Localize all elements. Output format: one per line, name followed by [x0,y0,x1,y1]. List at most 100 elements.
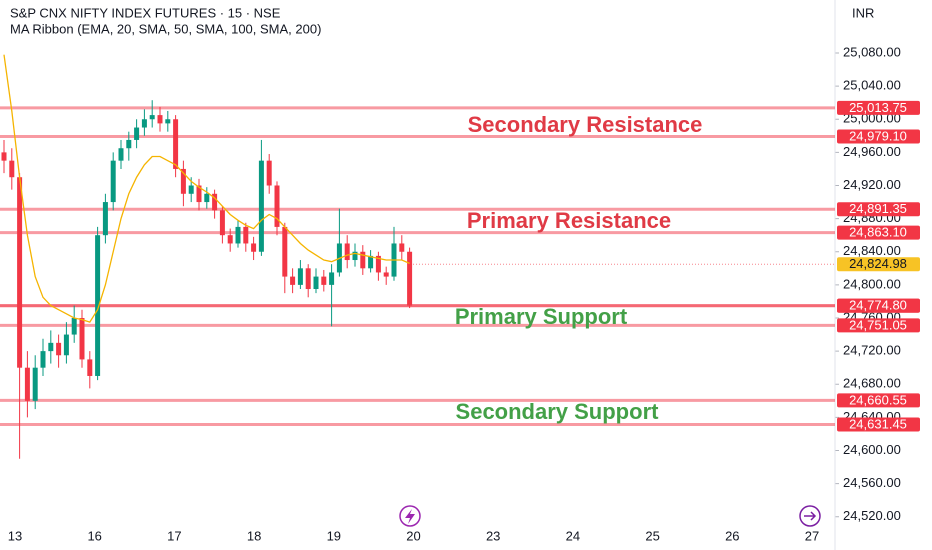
level-label: 24,774.80 [849,298,907,313]
level-label-box [837,417,920,432]
candle-body [118,148,124,161]
level-label: 25,013.75 [849,100,907,115]
level-label: 24,660.55 [849,392,907,407]
candle-body [243,226,249,244]
level-label: 24,631.45 [849,416,907,431]
x-tick-label: 25 [645,528,659,543]
candle-body [274,185,280,227]
level-label-box [837,298,920,313]
level-label-box [837,225,920,240]
annotation: Secondary Resistance [468,112,703,137]
candle-body [24,367,30,401]
level-label-box [837,100,920,115]
x-tick-label: 18 [247,528,261,543]
candle-body [321,276,327,285]
x-tick-label: 17 [167,528,181,543]
candle-body [383,272,389,277]
candle-body [227,235,233,244]
icon-glyph [804,511,817,521]
candle-body [360,251,366,269]
level-label-box [837,318,920,333]
candle-body [134,127,140,140]
y-tick-label: 24,680.00 [843,376,901,391]
x-tick-label: 26 [725,528,739,543]
candle-body [63,334,69,356]
candle-body [204,193,210,203]
candle-body [251,243,257,252]
y-tick-label: 25,040.00 [843,78,901,93]
candle-body [95,235,101,376]
candle-body [266,160,272,186]
candle-body [56,342,62,356]
candle-body [188,185,194,194]
candle-body [282,226,288,277]
chart-title: S&P CNX NIFTY INDEX FUTURES · 15 · NSE [10,5,281,20]
x-tick-label: 20 [406,528,420,543]
candle-body [87,359,93,376]
annotation: Secondary Support [456,399,660,424]
x-tick-label: 23 [486,528,500,543]
candle-body [368,255,374,269]
last-price-box [837,257,920,272]
candle-body [290,276,296,285]
y-tick-label: 24,600.00 [843,442,901,457]
candle-body [196,185,202,203]
candle-body [407,251,413,306]
last-price-label: 24,824.98 [849,256,907,271]
candle-body [48,342,54,352]
annotation: Primary Support [455,304,628,329]
replay-icon[interactable] [799,505,821,527]
candle-body [9,160,15,178]
x-tick-label: 24 [566,528,580,543]
level-label-box [837,129,920,144]
candle-body [313,276,319,290]
x-tick-label: 13 [8,528,22,543]
y-tick-label: 24,520.00 [843,508,901,523]
annotation: Primary Resistance [467,208,671,233]
y-tick-label: 24,840.00 [843,243,901,258]
level-label-box [837,393,920,408]
y-tick-label: 24,800.00 [843,276,901,291]
level-label: 24,979.10 [849,128,907,143]
candle-body [180,168,186,194]
candle-body [17,177,23,368]
x-tick-label: 27 [805,528,819,543]
x-tick-label: 19 [327,528,341,543]
candle-body [212,193,218,211]
candle-body [79,318,85,360]
event-icon[interactable] [399,505,421,527]
candle-body [110,160,116,203]
ma-line [3,54,410,323]
candle-body [305,268,311,290]
y-tick-label: 24,720.00 [843,343,901,358]
candle-body [219,210,225,236]
currency: INR [852,5,874,20]
candle-body [399,243,405,252]
candle-body [102,202,108,236]
candle-body [126,139,132,149]
level-label-box [837,202,920,217]
indicator-label: MA Ribbon (EMA, 20, SMA, 50, SMA, 100, S… [10,21,321,36]
candle-body [173,119,179,169]
candle-body [375,255,381,273]
candle-body [71,318,77,335]
candle-body [297,268,303,285]
candle-body [149,115,155,120]
candle-body [141,119,147,128]
candle-body [344,243,350,261]
y-tick-label: 24,920.00 [843,177,901,192]
candle-body [329,272,335,285]
candle-body [1,152,7,161]
candle-body [165,119,171,124]
level-label: 24,863.10 [849,225,907,240]
y-tick-label: 25,080.00 [843,44,901,59]
candle-body [32,367,38,401]
y-tick-label: 24,960.00 [843,144,901,159]
candle-body [352,251,358,261]
y-tick-label: 24,560.00 [843,475,901,490]
candle-body [157,115,163,124]
icon-glyph [405,509,415,524]
candle-body [258,160,264,252]
level-label: 24,751.05 [849,317,907,332]
